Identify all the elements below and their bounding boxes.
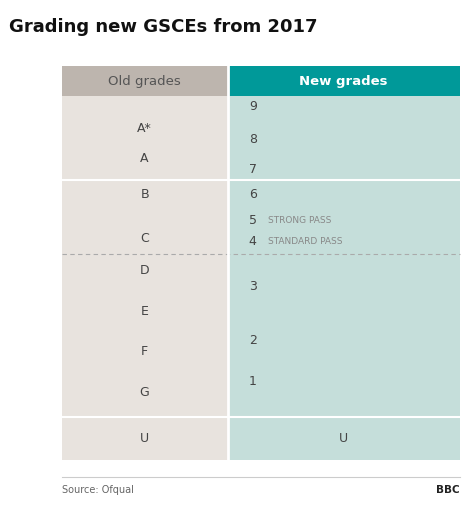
FancyBboxPatch shape: [62, 180, 228, 255]
Text: A: A: [140, 153, 149, 166]
Text: U: U: [339, 432, 348, 445]
Text: STANDARD PASS: STANDARD PASS: [268, 236, 342, 245]
Text: F: F: [141, 345, 148, 359]
FancyBboxPatch shape: [228, 96, 460, 180]
Text: 7: 7: [249, 163, 257, 176]
FancyBboxPatch shape: [62, 255, 228, 417]
Text: BBC: BBC: [436, 485, 460, 495]
Text: 1: 1: [249, 375, 257, 388]
Text: 3: 3: [249, 280, 257, 293]
Text: G: G: [140, 386, 149, 399]
Text: Grading new GSCEs from 2017: Grading new GSCEs from 2017: [9, 18, 318, 36]
Text: U: U: [140, 432, 149, 445]
Text: 6: 6: [249, 188, 257, 201]
Text: Source: Ofqual: Source: Ofqual: [62, 485, 134, 495]
FancyBboxPatch shape: [228, 180, 460, 255]
FancyBboxPatch shape: [228, 66, 460, 96]
FancyBboxPatch shape: [228, 255, 460, 417]
Text: D: D: [140, 264, 149, 277]
FancyBboxPatch shape: [62, 417, 228, 460]
Text: Old grades: Old grades: [108, 75, 181, 87]
Text: 4: 4: [249, 234, 257, 247]
Text: STRONG PASS: STRONG PASS: [268, 216, 331, 225]
Text: A*: A*: [137, 122, 152, 134]
Text: 9: 9: [249, 100, 257, 113]
Text: C: C: [140, 231, 149, 244]
FancyBboxPatch shape: [228, 417, 460, 460]
FancyBboxPatch shape: [62, 96, 228, 180]
Text: B: B: [140, 188, 149, 201]
Text: 5: 5: [249, 214, 257, 227]
Text: New grades: New grades: [300, 75, 388, 87]
Text: 8: 8: [249, 133, 257, 146]
Text: E: E: [141, 305, 148, 318]
FancyBboxPatch shape: [62, 66, 228, 96]
Text: 2: 2: [249, 334, 257, 347]
